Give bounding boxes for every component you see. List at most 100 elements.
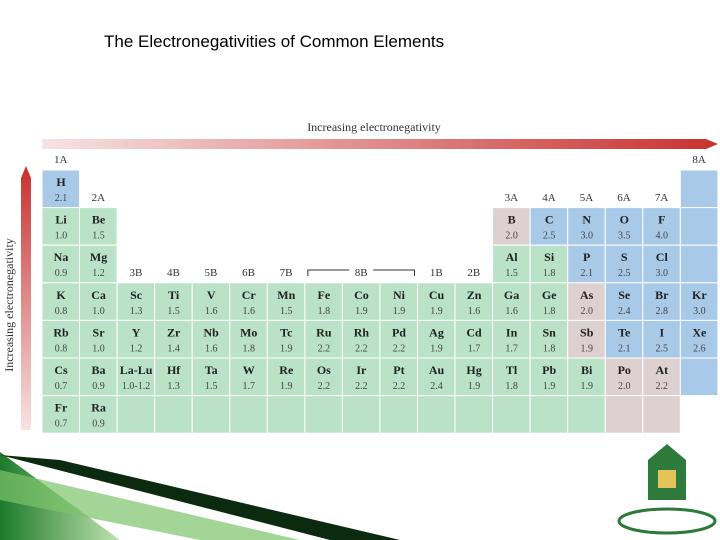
element-cell [154,357,193,397]
element-cell [642,319,681,359]
element-symbol: Ru [316,325,332,339]
element-value: 1.7 [243,381,256,392]
element-symbol: Zn [467,288,482,302]
group-label: 7A [655,192,669,204]
element-value: 2.1 [618,343,631,354]
element-symbol: Te [618,325,631,339]
element-cell [79,244,118,284]
element-cell [529,282,569,321]
element-value: 1.6 [205,306,218,317]
element-value: 1.9 [543,381,556,392]
element-symbol: Nb [204,325,220,339]
element-cell [642,395,681,434]
element-symbol: Ca [91,288,106,302]
element-cell [116,395,156,434]
element-cell [304,282,343,321]
element-symbol: Cu [429,288,445,302]
element-value: 1.5 [167,306,180,317]
element-symbol: Mn [277,288,295,302]
decoration [0,455,400,540]
element-cell [304,395,343,434]
element-cell [229,282,268,321]
element-symbol: Al [506,250,519,264]
element-cell [266,357,306,397]
element-symbol: Tc [280,325,293,339]
element-symbol: Ni [393,288,406,302]
element-symbol: Po [618,363,631,377]
element-symbol: Ba [92,363,106,377]
element-value: 2.6 [693,343,706,354]
element-symbol: Fr [55,401,68,415]
group-label: 2B [467,267,480,279]
element-cell [679,207,719,246]
element-value: 2.2 [318,343,331,354]
element-symbol: Mg [90,250,107,264]
group-label: 5A [580,192,594,204]
element-cell [41,207,81,246]
element-cell [154,282,193,321]
element-value: 3.0 [693,306,706,317]
element-symbol: Cr [242,288,257,302]
element-cell [679,169,719,209]
element-cell [679,244,719,284]
element-symbol: F [658,213,665,227]
vertical-arrow-label: Increasing electronegativity [2,238,16,372]
element-symbol: Sr [93,325,106,339]
element-cell [379,282,419,321]
element-cell [529,395,569,434]
element-cell [567,244,606,284]
element-symbol: C [545,213,554,227]
element-value: 1.5 [92,231,105,242]
element-symbol: Ag [429,325,444,339]
element-symbol: Bi [581,363,593,377]
element-value: 0.9 [55,268,68,279]
element-value: 0.7 [55,419,68,430]
element-symbol: S [621,250,628,264]
element-symbol: O [620,213,629,227]
element-symbol: Hg [466,363,481,377]
element-cell [567,207,606,246]
element-symbol: Li [55,213,67,227]
element-symbol: Sc [130,288,143,302]
element-value: 1.8 [543,306,556,317]
element-value: 2.2 [393,343,406,354]
group-label: 1B [430,267,443,279]
element-cell [79,207,118,246]
element-value: 2.5 [543,231,556,242]
group-label: 6A [617,192,631,204]
element-symbol: N [582,213,591,227]
element-symbol: Pd [392,325,406,339]
element-value: 1.7 [505,343,518,354]
element-symbol: I [659,325,664,339]
element-cell [454,319,494,359]
element-symbol: Se [618,288,631,302]
element-cell [191,357,231,397]
element-cell [79,395,118,434]
group-label: 3A [505,192,519,204]
element-value: 2.5 [618,268,631,279]
group-bracket [307,269,415,276]
element-symbol: Pt [393,363,404,377]
element-cell [41,282,81,321]
element-cell [266,282,306,321]
element-value: 1.5 [205,381,218,392]
element-symbol: La-Lu [120,363,153,377]
element-value: 3.0 [580,231,593,242]
element-symbol: Kr [692,288,707,302]
element-value: 1.9 [355,306,368,317]
element-value: 2.2 [355,343,368,354]
element-value: 1.9 [393,306,406,317]
element-symbol: W [243,363,255,377]
element-cell [604,395,644,434]
element-value: 1.5 [280,306,293,317]
element-value: 1.8 [505,381,518,392]
element-value: 1.8 [543,268,556,279]
element-symbol: Sb [580,325,594,339]
element-symbol: Mo [240,325,257,339]
element-cell [492,395,531,434]
group-label: 5B [205,267,218,279]
element-symbol: Ta [205,363,218,377]
element-cell [529,207,569,246]
element-symbol: Xe [692,325,707,339]
element-value: 2.2 [393,381,406,392]
